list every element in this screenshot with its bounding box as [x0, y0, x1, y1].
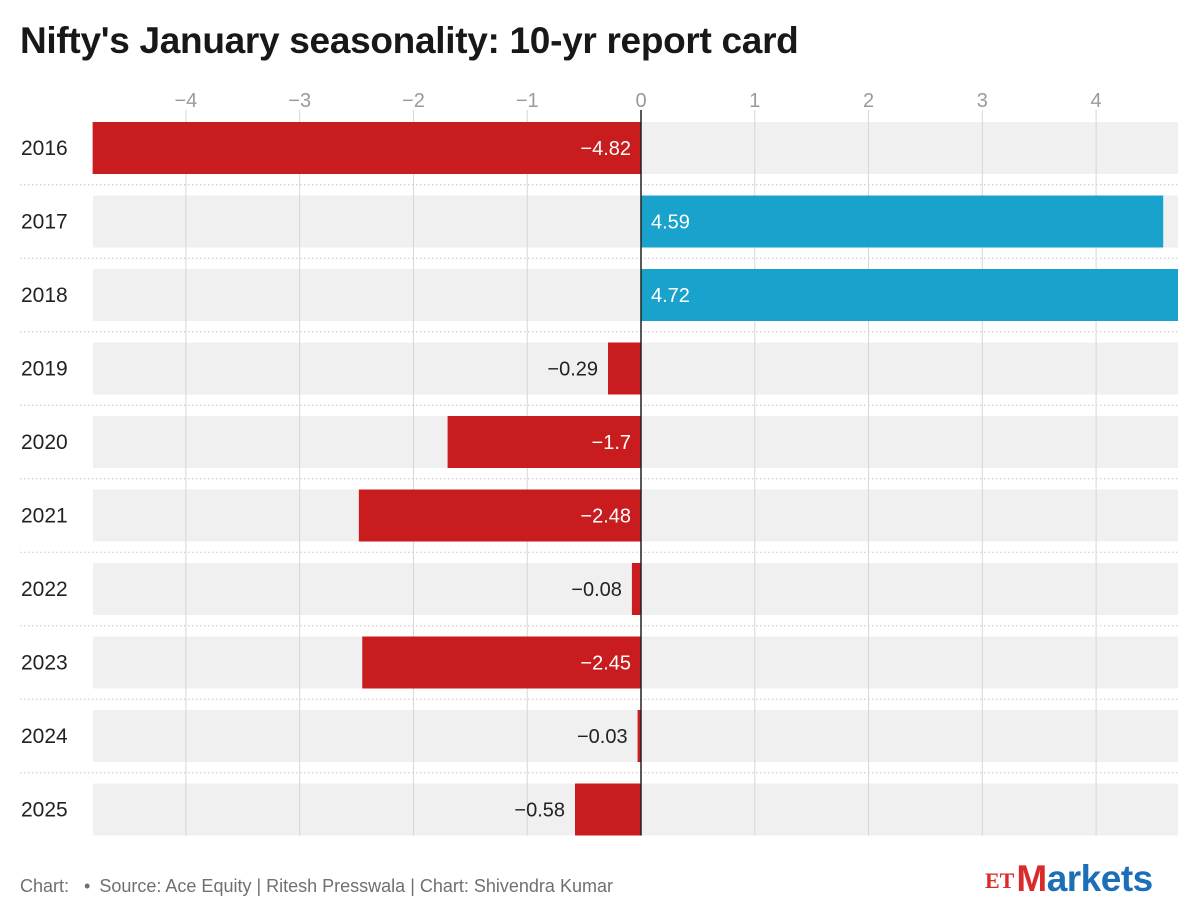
footer-source: Chart: • Source: Ace Equity | Ritesh Pre…	[20, 876, 613, 897]
x-tick-label: 1	[749, 90, 760, 112]
value-label: −0.03	[577, 726, 628, 748]
category-label: 2018	[21, 284, 68, 307]
bar	[575, 783, 641, 836]
bar	[92, 122, 642, 174]
chart-title: Nifty's January seasonality: 10-yr repor…	[20, 20, 799, 61]
bar	[608, 342, 641, 395]
x-tick-label: 3	[977, 90, 988, 112]
category-label: 2025	[21, 799, 68, 822]
x-tick-label: 2	[863, 90, 874, 112]
bar	[641, 195, 1164, 248]
et-markets-logo: ET Markets	[985, 858, 1153, 900]
category-label: 2021	[21, 505, 68, 528]
value-label: −1.7	[592, 432, 631, 454]
value-label: −4.82	[580, 138, 631, 160]
value-label: 4.59	[651, 212, 690, 234]
value-label: −0.08	[571, 579, 622, 601]
bar	[641, 269, 1178, 321]
bar	[637, 710, 641, 762]
value-label: −2.45	[580, 653, 631, 675]
category-label: 2022	[21, 578, 68, 601]
x-tick-label: 0	[635, 90, 646, 112]
footer-source-text: Source: Ace Equity | Ritesh Presswala | …	[99, 876, 613, 896]
bullet-icon: •	[84, 876, 91, 896]
category-label: 2019	[21, 358, 68, 381]
logo-markets: Markets	[1016, 858, 1153, 899]
value-label: −0.58	[514, 800, 565, 822]
category-label: 2024	[21, 725, 68, 748]
x-tick-label: 4	[1091, 90, 1102, 112]
bar	[362, 636, 641, 689]
bar	[631, 563, 641, 615]
category-label: 2023	[21, 652, 68, 675]
value-label: 4.72	[651, 285, 690, 307]
x-tick-label: −1	[516, 90, 539, 112]
bar	[358, 489, 641, 542]
x-tick-label: −4	[175, 90, 198, 112]
row-background	[93, 710, 1178, 762]
bar	[447, 416, 641, 468]
value-label: −2.48	[580, 506, 631, 528]
logo-et: ET	[985, 868, 1015, 893]
category-label: 2017	[21, 211, 68, 234]
x-tick-label: −3	[288, 90, 311, 112]
footer-chart-label: Chart:	[20, 876, 70, 896]
x-tick-label: −2	[402, 90, 425, 112]
category-label: 2020	[21, 431, 68, 454]
category-label: 2016	[21, 137, 68, 160]
value-label: −0.29	[547, 359, 598, 381]
